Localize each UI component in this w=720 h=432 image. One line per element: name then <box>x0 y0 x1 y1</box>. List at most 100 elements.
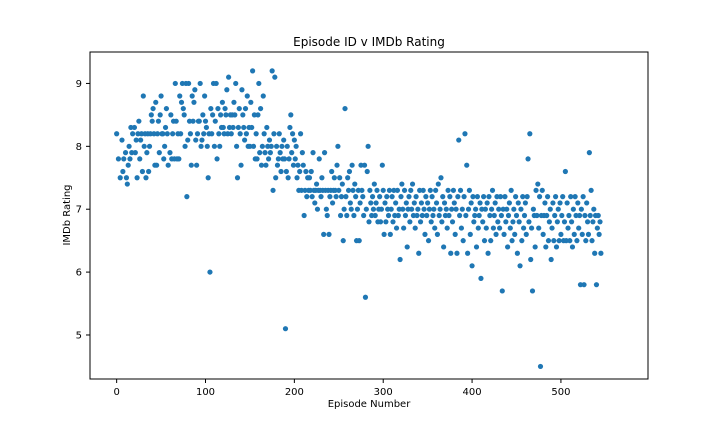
x-axis-ticks: 0 100 200 300 400 500 <box>113 379 570 398</box>
data-point <box>401 187 408 193</box>
data-point <box>414 212 420 219</box>
data-point <box>165 162 171 168</box>
data-point <box>363 206 369 212</box>
data-point <box>508 187 514 193</box>
data-point <box>178 131 184 137</box>
data-point <box>192 87 198 93</box>
data-point <box>528 256 534 263</box>
data-point <box>425 238 432 244</box>
data-point <box>404 244 410 250</box>
data-point <box>411 200 417 206</box>
data-point <box>249 124 255 131</box>
data-point <box>496 206 502 212</box>
data-point <box>442 212 449 219</box>
data-point <box>262 150 268 156</box>
data-point <box>379 162 385 168</box>
data-point <box>377 194 383 200</box>
data-point <box>393 200 399 206</box>
data-point <box>459 206 465 212</box>
data-point <box>485 250 491 256</box>
data-point <box>355 187 361 193</box>
data-point <box>487 212 493 219</box>
data-point <box>490 225 496 231</box>
data-point <box>406 194 412 200</box>
data-point <box>188 162 194 168</box>
data-point <box>149 118 155 124</box>
data-point <box>413 194 419 200</box>
data-point <box>329 168 335 175</box>
data-point <box>251 112 257 118</box>
data-point <box>524 194 530 200</box>
data-point <box>505 244 511 250</box>
data-point <box>466 187 473 193</box>
data-point <box>421 206 427 212</box>
data-point <box>497 225 503 231</box>
data-point <box>567 238 573 244</box>
data-point <box>164 131 170 137</box>
data-point <box>274 162 281 168</box>
data-point <box>124 181 130 187</box>
data-point <box>378 206 385 212</box>
data-point <box>471 219 477 225</box>
data-point <box>563 238 569 244</box>
data-point <box>257 150 263 156</box>
data-point <box>242 105 249 112</box>
data-point <box>557 200 563 206</box>
data-point <box>422 231 428 237</box>
y-tick-label: 8 <box>76 142 82 153</box>
data-point <box>182 143 188 149</box>
data-point <box>469 263 475 269</box>
data-point <box>247 143 253 149</box>
data-point <box>436 212 442 219</box>
data-point <box>559 212 565 219</box>
data-point <box>289 150 295 156</box>
data-point <box>356 238 362 244</box>
data-point <box>458 225 465 231</box>
data-point <box>454 250 460 256</box>
data-point <box>590 219 596 225</box>
data-point <box>167 150 173 156</box>
data-point <box>417 187 423 193</box>
data-point <box>292 156 298 162</box>
data-point <box>357 200 363 206</box>
data-point <box>558 231 564 237</box>
data-point <box>318 194 324 200</box>
data-point <box>181 112 187 118</box>
data-point <box>187 131 194 137</box>
data-point <box>201 131 207 137</box>
data-point <box>579 231 585 237</box>
data-point <box>500 206 506 212</box>
data-point <box>554 219 560 225</box>
data-point <box>438 175 444 181</box>
data-point <box>243 131 249 137</box>
data-point <box>498 212 504 219</box>
data-point <box>302 187 308 193</box>
data-point <box>478 275 484 281</box>
data-point <box>457 212 463 219</box>
data-point <box>463 212 469 219</box>
data-point <box>117 175 123 181</box>
data-point <box>597 219 603 225</box>
data-point <box>306 175 313 181</box>
data-point <box>526 219 532 225</box>
data-point <box>568 219 575 225</box>
data-point <box>361 212 367 219</box>
data-point <box>314 206 321 212</box>
data-point <box>473 244 480 250</box>
data-point <box>135 131 141 137</box>
data-point <box>595 212 601 219</box>
data-point <box>268 143 274 149</box>
data-point <box>430 212 436 219</box>
data-point <box>389 194 395 200</box>
data-point <box>570 206 576 212</box>
data-point <box>437 206 443 212</box>
data-point <box>254 156 260 162</box>
x-tick-label: 0 <box>113 387 119 398</box>
data-point <box>530 206 536 212</box>
data-point <box>144 150 150 156</box>
data-point <box>212 118 218 124</box>
data-point <box>210 112 216 118</box>
data-point <box>295 162 301 168</box>
data-point <box>468 200 474 206</box>
